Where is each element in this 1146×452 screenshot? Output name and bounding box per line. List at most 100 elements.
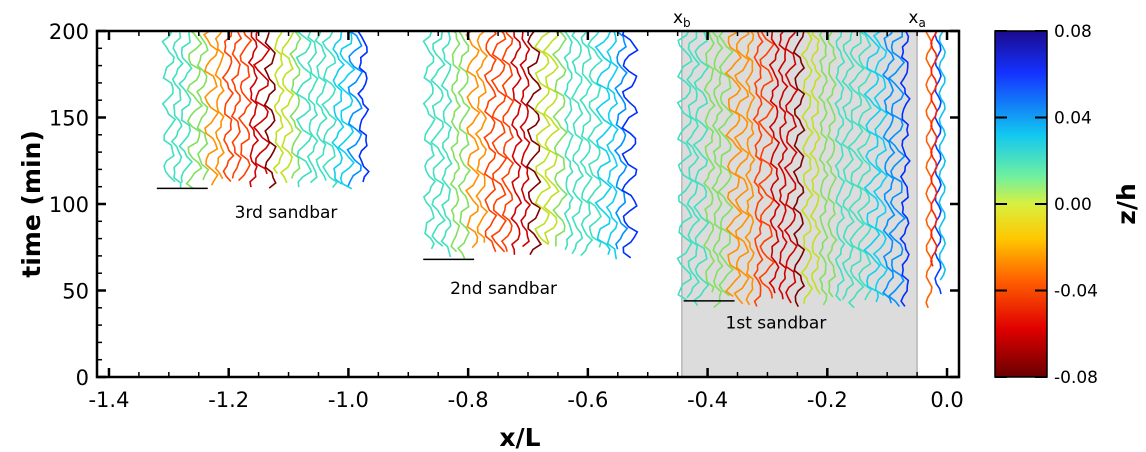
contour-line bbox=[483, 31, 498, 253]
sandbar-annotations: 3rd sandbar 2nd sandbar 1st sandbar bbox=[156, 187, 827, 334]
contour-line bbox=[196, 31, 210, 181]
contour-line bbox=[449, 31, 462, 253]
contour-line bbox=[841, 31, 855, 300]
contour-line bbox=[809, 31, 822, 295]
contour-line bbox=[692, 31, 710, 307]
contour-line bbox=[422, 31, 437, 250]
contour-line bbox=[490, 31, 508, 253]
contour-line bbox=[702, 31, 716, 293]
x-tick-label: -0.6 bbox=[567, 388, 608, 412]
contour-line bbox=[474, 31, 489, 243]
contour-line bbox=[551, 31, 569, 247]
contour-line bbox=[272, 31, 285, 175]
x-tick-label: 0.0 bbox=[930, 388, 963, 412]
colorbar-tick-label: 0.00 bbox=[1054, 195, 1092, 215]
contour-line bbox=[733, 31, 751, 305]
contour-line bbox=[247, 31, 260, 188]
contour-line bbox=[306, 31, 319, 184]
contour-line bbox=[792, 31, 806, 308]
contour-line bbox=[872, 31, 889, 297]
contour-line bbox=[579, 31, 594, 257]
contour-line bbox=[263, 32, 277, 189]
contour-line bbox=[752, 31, 764, 307]
contour-line bbox=[783, 31, 799, 304]
x-tick-label: -1.2 bbox=[208, 388, 249, 412]
y-axis-title: time (min) bbox=[17, 130, 46, 278]
contour-line bbox=[594, 31, 613, 255]
colorbar-tick-label: 0.04 bbox=[1054, 109, 1092, 129]
colorbar-tick-label: -0.08 bbox=[1054, 368, 1098, 388]
y-axis: 0 50 100 150 200 bbox=[49, 20, 959, 390]
y-tick-label: 100 bbox=[49, 193, 89, 217]
contour-line bbox=[279, 32, 295, 184]
contour-line bbox=[214, 31, 225, 180]
contour-line bbox=[230, 31, 243, 179]
y-tick-label: 200 bbox=[49, 20, 89, 44]
contour-line bbox=[429, 31, 446, 247]
y-tick-label: 150 bbox=[49, 107, 89, 131]
colorbar-tick-label: 0.08 bbox=[1054, 22, 1092, 42]
contour-line bbox=[613, 31, 629, 250]
contour-line bbox=[768, 31, 781, 294]
contour-line bbox=[847, 32, 865, 309]
contour-line bbox=[464, 31, 481, 249]
annotation-label: 2nd sandbar bbox=[450, 279, 557, 299]
colorbar-title: z/h bbox=[1112, 183, 1141, 224]
annotation-label: 1st sandbar bbox=[726, 314, 827, 334]
plot-area bbox=[95, 29, 961, 379]
contour-line bbox=[170, 32, 184, 189]
x-tick-label: -1.0 bbox=[328, 388, 369, 412]
x-markers: xb xa bbox=[673, 8, 926, 30]
x-tick-label: -0.4 bbox=[687, 388, 728, 412]
contour-line bbox=[834, 31, 846, 302]
contour-line bbox=[863, 31, 882, 303]
contour-lines bbox=[161, 31, 947, 309]
contour-line bbox=[440, 31, 453, 258]
contour-line bbox=[563, 31, 574, 251]
contour-line bbox=[800, 31, 814, 304]
contour-line bbox=[757, 31, 776, 299]
contour-line bbox=[777, 31, 789, 300]
contour-line bbox=[161, 31, 177, 183]
colorbar: 0.08 0.04 0.00 -0.04 -0.08 z/h bbox=[994, 22, 1141, 388]
contour-line bbox=[621, 31, 639, 259]
contour-line bbox=[717, 31, 735, 297]
contour-line bbox=[185, 31, 204, 190]
contour-line bbox=[570, 31, 585, 255]
contour-line bbox=[938, 31, 947, 281]
contour-line bbox=[685, 31, 701, 299]
x-tick-label: -0.2 bbox=[807, 388, 848, 412]
contour-line bbox=[289, 31, 302, 179]
contour-line bbox=[357, 31, 370, 183]
x-tick-label: -1.4 bbox=[88, 388, 129, 412]
x-axis: -1.4 -1.2 -1.0 -0.8 -0.6 -0.4 -0.2 0.0 bbox=[88, 31, 964, 412]
x-axis-title: x/L bbox=[499, 423, 540, 452]
contour-line bbox=[346, 31, 364, 187]
contour-line bbox=[887, 31, 906, 307]
contour-line bbox=[676, 31, 694, 301]
x-tick-label: -0.8 bbox=[448, 388, 489, 412]
contour-line bbox=[744, 31, 756, 306]
annotation-label: 3rd sandbar bbox=[235, 203, 338, 223]
colorbar-tick-label: -0.04 bbox=[1054, 282, 1098, 302]
contour-line bbox=[899, 31, 911, 307]
contour-line bbox=[533, 31, 552, 246]
contour-line bbox=[586, 31, 604, 248]
x-marker-label: xb bbox=[673, 8, 691, 30]
contour-line bbox=[510, 31, 523, 255]
contour-line bbox=[519, 31, 532, 248]
contour-line bbox=[252, 31, 271, 175]
y-tick-label: 0 bbox=[76, 366, 89, 390]
contour-line bbox=[711, 31, 724, 309]
x-marker-label: xa bbox=[908, 8, 925, 30]
contour-line bbox=[724, 31, 743, 298]
contour-line bbox=[178, 31, 193, 183]
contour-line bbox=[542, 31, 561, 244]
contour-line bbox=[337, 31, 356, 190]
contour-line bbox=[237, 31, 253, 182]
contour-line bbox=[321, 31, 339, 189]
contour-line bbox=[818, 31, 829, 306]
contour-line bbox=[314, 31, 328, 181]
contour-line bbox=[856, 31, 873, 301]
